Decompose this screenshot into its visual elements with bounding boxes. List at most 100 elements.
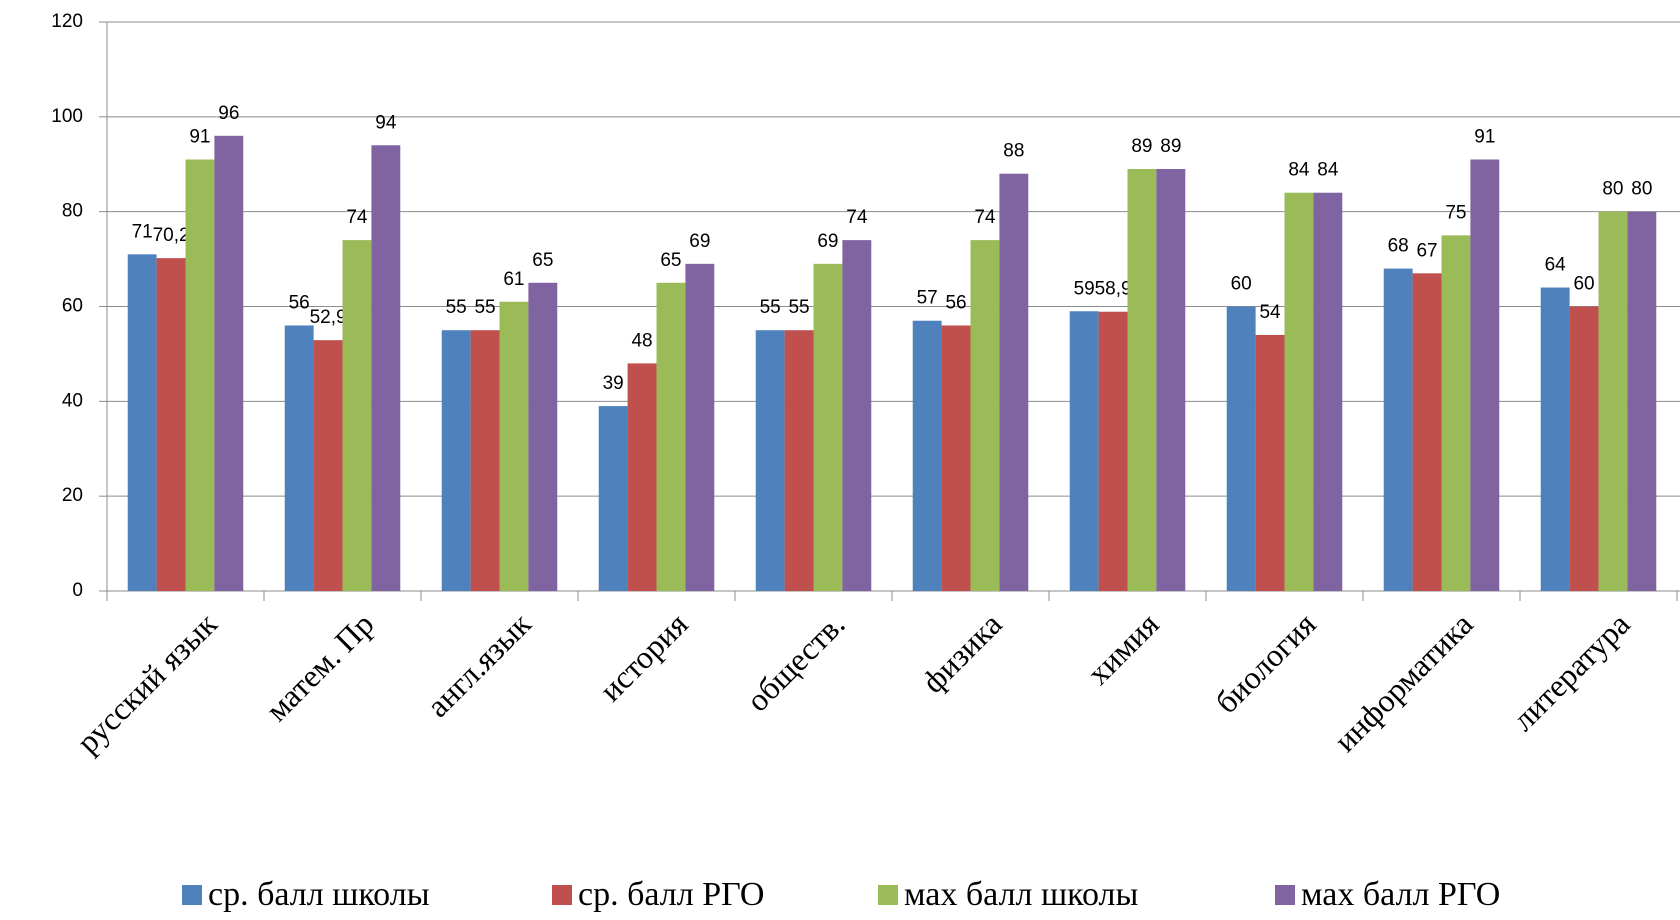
data-label: 75	[1445, 202, 1466, 223]
data-label: 61	[503, 269, 524, 290]
data-label: 88	[1003, 141, 1024, 162]
legend-label: мах балл школы	[904, 876, 1138, 913]
data-label: 67	[1416, 240, 1437, 261]
legend-label: мах балл РГО	[1301, 876, 1500, 913]
data-label: 54	[1259, 302, 1281, 323]
data-label: 71	[132, 221, 153, 242]
data-label: 74	[346, 207, 368, 228]
x-tick-label: русский язык	[69, 605, 224, 760]
data-label: 69	[817, 231, 838, 252]
x-tick-label: литература	[1505, 606, 1637, 738]
bar	[785, 330, 814, 591]
x-tick-label: химия	[1080, 605, 1166, 691]
bar	[913, 321, 942, 591]
x-tick-label: физика	[915, 606, 1009, 700]
legend-swatch	[552, 885, 572, 905]
data-label: 89	[1160, 136, 1181, 157]
bar	[1541, 288, 1570, 591]
legend-label: ср. балл школы	[208, 876, 430, 913]
bar	[1156, 169, 1185, 591]
bar	[1442, 235, 1471, 591]
data-label: 80	[1602, 179, 1623, 200]
bar	[999, 174, 1028, 591]
data-label: 60	[1231, 274, 1252, 295]
data-label: 91	[189, 127, 210, 148]
data-label: 52,9	[310, 307, 347, 328]
bar	[1285, 193, 1314, 591]
bar	[128, 254, 157, 591]
data-label: 65	[660, 250, 681, 271]
bar	[157, 258, 186, 591]
bar	[1256, 335, 1285, 591]
legend-swatch	[1275, 885, 1295, 905]
data-label: 57	[917, 288, 938, 309]
y-tick-label: 80	[62, 201, 83, 222]
bar	[500, 302, 529, 591]
y-tick-label: 20	[62, 485, 83, 506]
bar	[1627, 212, 1656, 591]
y-tick-label: 0	[72, 580, 83, 601]
bar	[971, 240, 1000, 591]
x-tick-label: информатика	[1327, 606, 1480, 759]
x-tick-label: англ.язык	[419, 605, 538, 724]
bar	[343, 240, 372, 591]
bar	[528, 283, 557, 591]
data-label: 89	[1131, 136, 1152, 157]
bar	[685, 264, 714, 591]
bar	[599, 406, 628, 591]
bar	[842, 240, 871, 591]
data-label: 70,2	[153, 225, 190, 246]
data-label: 96	[218, 103, 239, 124]
legend-swatch	[878, 885, 898, 905]
x-tick-label: матем. Пр	[258, 606, 380, 728]
x-tick-label: биология	[1208, 605, 1323, 720]
data-label: 69	[689, 231, 710, 252]
bar	[756, 330, 785, 591]
bar	[942, 325, 971, 591]
data-label: 39	[603, 373, 624, 394]
data-label: 56	[945, 292, 966, 313]
data-label: 58,9	[1095, 279, 1132, 300]
y-tick-label: 40	[62, 390, 83, 411]
bar	[285, 325, 314, 591]
data-label: 65	[532, 250, 553, 271]
legend-swatch	[182, 885, 202, 905]
data-label: 55	[788, 297, 809, 318]
bar	[371, 145, 400, 591]
bar	[1227, 307, 1256, 592]
bar	[1099, 312, 1128, 591]
data-label: 64	[1545, 255, 1567, 276]
y-tick-label: 120	[51, 11, 83, 32]
data-label: 74	[846, 207, 868, 228]
bar	[1070, 311, 1099, 591]
bar	[186, 160, 215, 591]
chart: 0 20 40 60 80 100 120 русский язык 7170,2 91 96 мат…	[0, 0, 1680, 920]
data-label: 68	[1388, 236, 1409, 257]
data-label: 48	[631, 330, 652, 351]
data-label: 56	[289, 292, 310, 313]
bar	[1413, 273, 1442, 591]
data-label: 74	[974, 207, 996, 228]
bar	[471, 330, 500, 591]
y-tick-label: 100	[51, 106, 83, 127]
bar	[214, 136, 243, 591]
bar	[1599, 212, 1628, 591]
bar	[1470, 160, 1499, 591]
data-label: 55	[760, 297, 781, 318]
bar	[442, 330, 471, 591]
data-label: 91	[1474, 127, 1495, 148]
data-label: 94	[375, 112, 397, 133]
bar	[628, 363, 657, 591]
data-label: 59	[1074, 278, 1095, 299]
bar	[657, 283, 686, 591]
bar	[1570, 307, 1599, 592]
data-label: 60	[1573, 274, 1594, 295]
bar	[314, 340, 343, 591]
bar	[1313, 193, 1342, 591]
data-label: 55	[446, 297, 467, 318]
bar	[814, 264, 843, 591]
data-label: 80	[1631, 179, 1652, 200]
x-tick-label: обществ.	[739, 606, 852, 719]
data-label: 84	[1288, 160, 1310, 181]
x-tick-label: история	[592, 605, 695, 708]
